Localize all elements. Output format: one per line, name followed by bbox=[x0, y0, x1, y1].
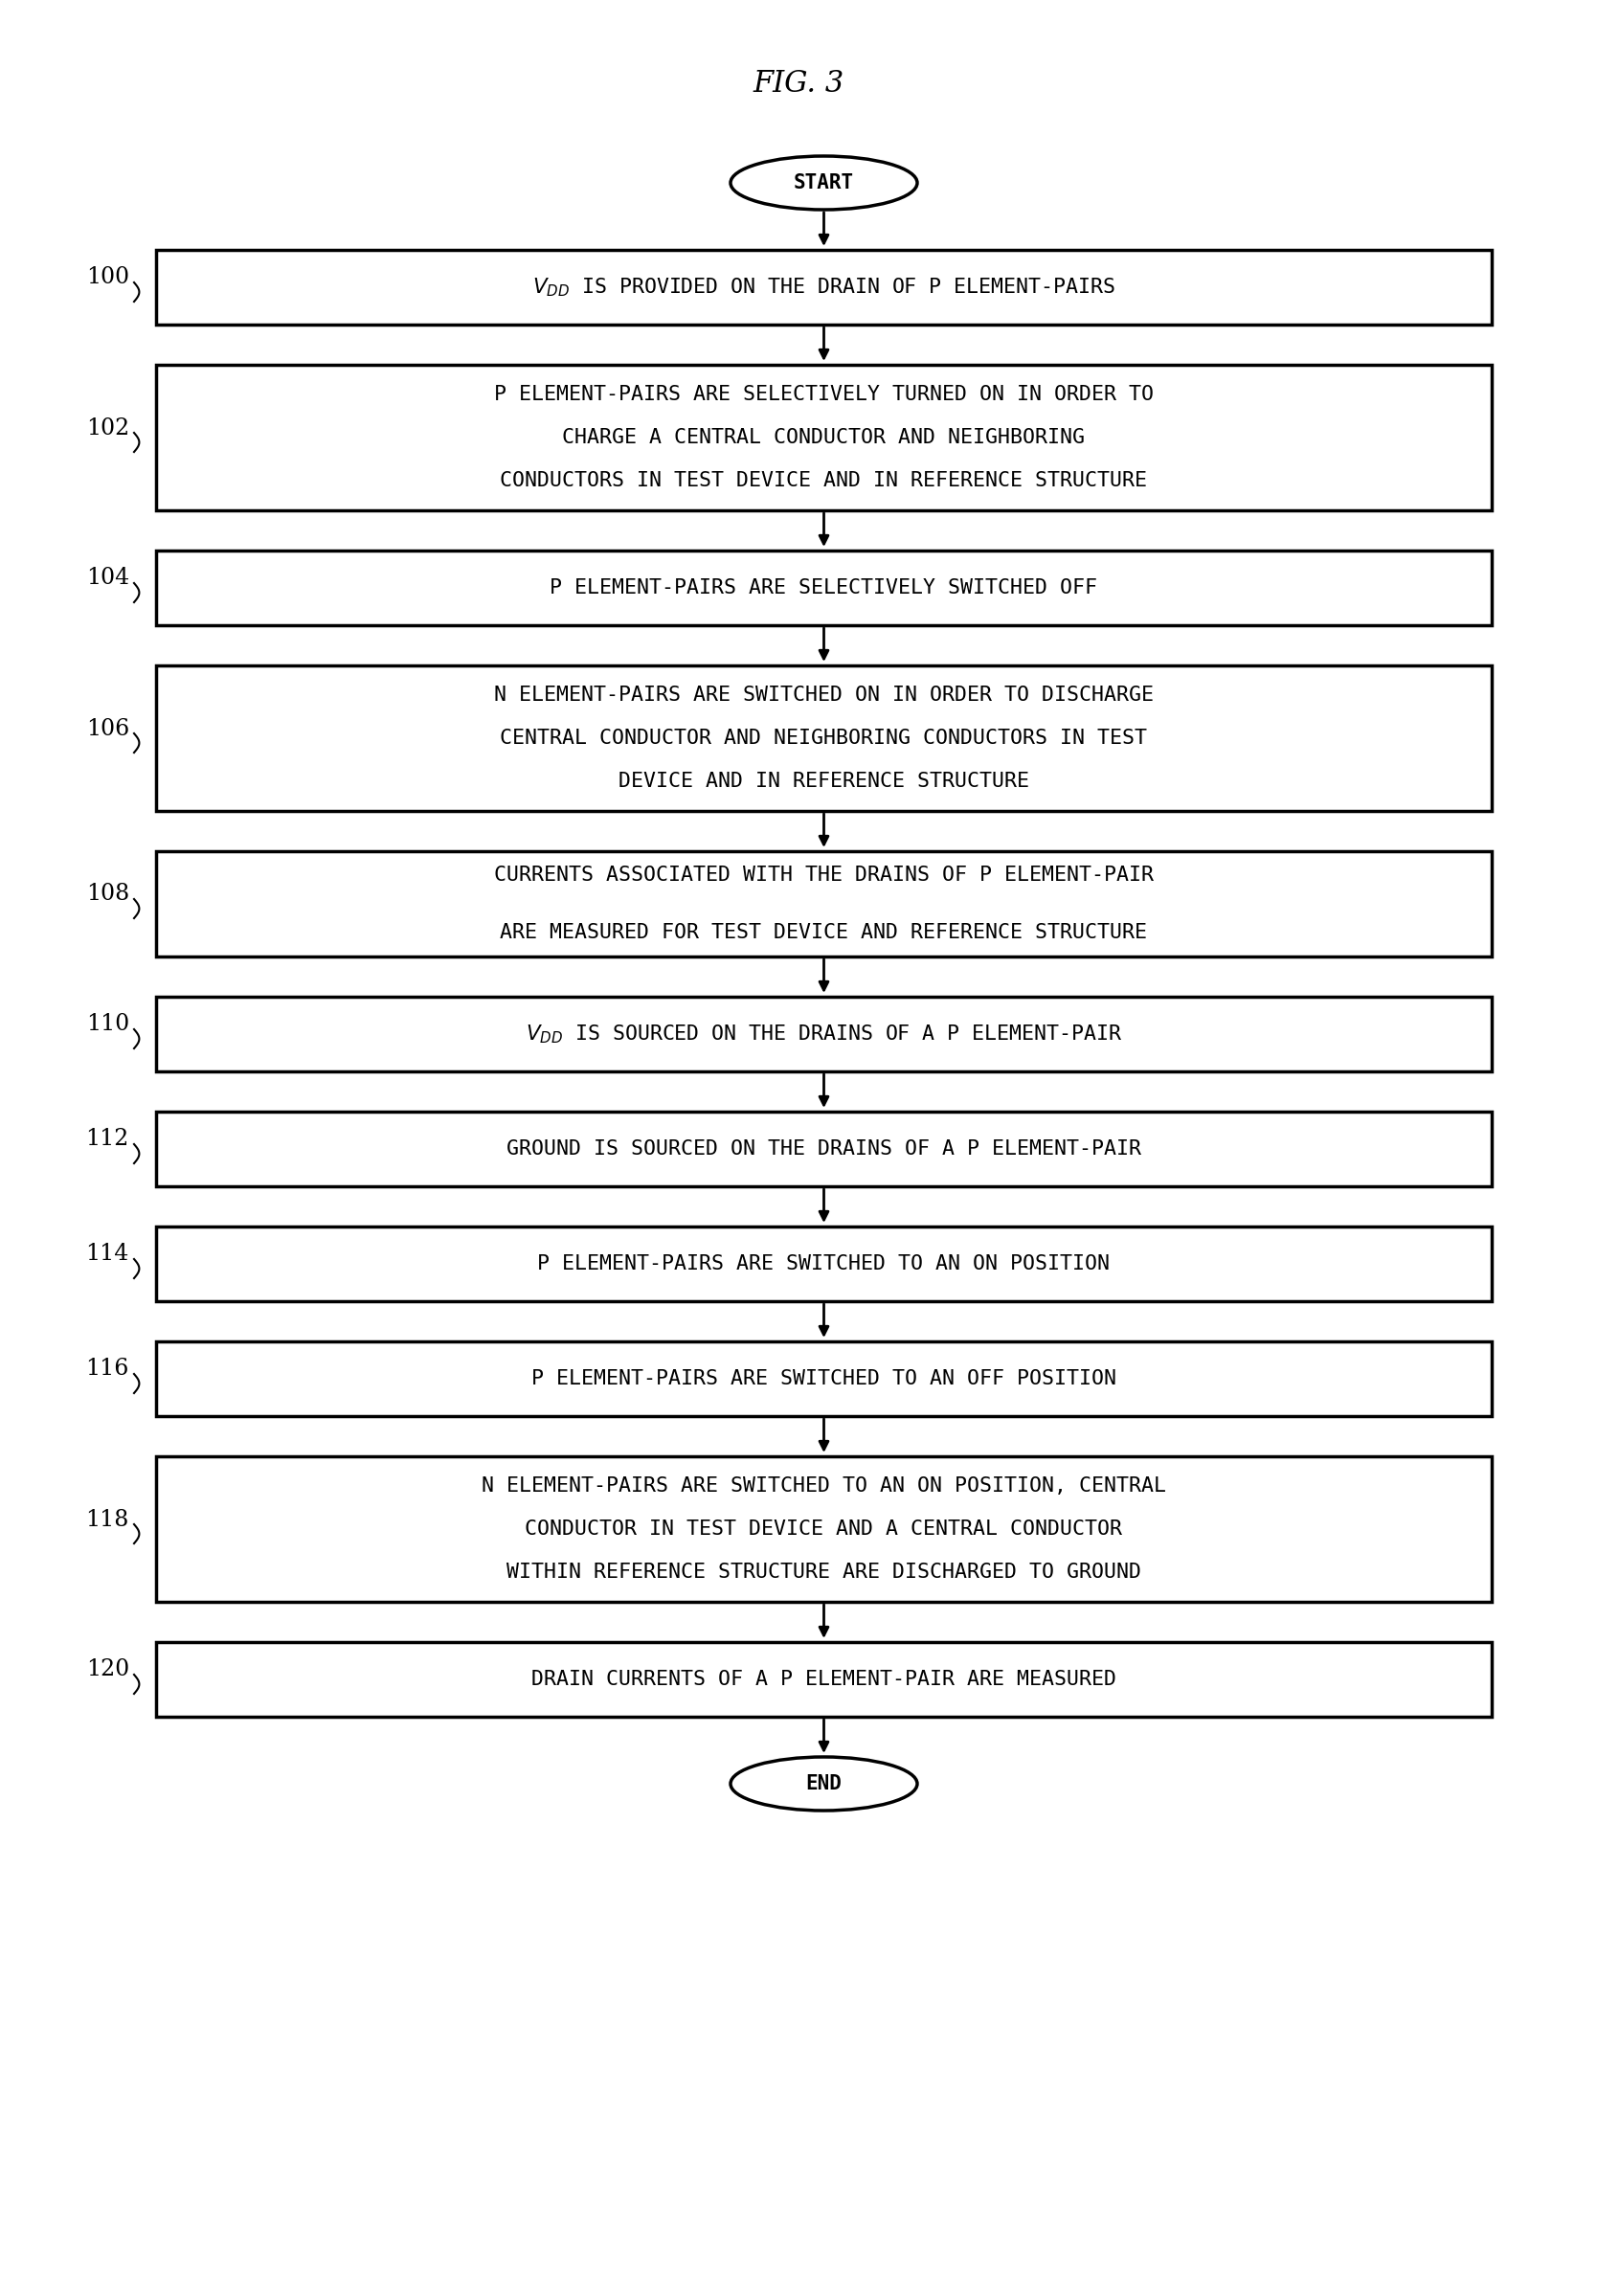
Text: N ELEMENT-PAIRS ARE SWITCHED TO AN ON POSITION, CENTRAL: N ELEMENT-PAIRS ARE SWITCHED TO AN ON PO… bbox=[482, 1476, 1166, 1495]
Ellipse shape bbox=[730, 156, 917, 209]
Text: END: END bbox=[806, 1775, 842, 1793]
Text: ARE MEASURED FOR TEST DEVICE AND REFERENCE STRUCTURE: ARE MEASURED FOR TEST DEVICE AND REFEREN… bbox=[500, 923, 1148, 941]
Text: 120: 120 bbox=[86, 1658, 129, 1681]
Text: FIG. 3: FIG. 3 bbox=[752, 69, 845, 99]
Text: P ELEMENT-PAIRS ARE SWITCHED TO AN OFF POSITION: P ELEMENT-PAIRS ARE SWITCHED TO AN OFF P… bbox=[532, 1368, 1116, 1389]
Text: CHARGE A CENTRAL CONDUCTOR AND NEIGHBORING: CHARGE A CENTRAL CONDUCTOR AND NEIGHBORI… bbox=[562, 427, 1086, 448]
FancyBboxPatch shape bbox=[157, 250, 1492, 324]
Text: 110: 110 bbox=[86, 1013, 129, 1035]
Text: P ELEMENT-PAIRS ARE SELECTIVELY TURNED ON IN ORDER TO: P ELEMENT-PAIRS ARE SELECTIVELY TURNED O… bbox=[493, 386, 1153, 404]
Text: $V_{DD}$ IS PROVIDED ON THE DRAIN OF P ELEMENT-PAIRS: $V_{DD}$ IS PROVIDED ON THE DRAIN OF P E… bbox=[532, 276, 1115, 298]
Text: $V_{DD}$ IS SOURCED ON THE DRAINS OF A P ELEMENT-PAIR: $V_{DD}$ IS SOURCED ON THE DRAINS OF A P… bbox=[525, 1022, 1123, 1045]
Text: 118: 118 bbox=[86, 1508, 129, 1531]
Text: 116: 116 bbox=[86, 1359, 129, 1380]
Text: P ELEMENT-PAIRS ARE SWITCHED TO AN ON POSITION: P ELEMENT-PAIRS ARE SWITCHED TO AN ON PO… bbox=[538, 1254, 1110, 1274]
Text: WITHIN REFERENCE STRUCTURE ARE DISCHARGED TO GROUND: WITHIN REFERENCE STRUCTURE ARE DISCHARGE… bbox=[506, 1564, 1142, 1582]
FancyBboxPatch shape bbox=[157, 1226, 1492, 1302]
Text: 114: 114 bbox=[86, 1242, 129, 1265]
FancyBboxPatch shape bbox=[157, 1456, 1492, 1603]
Text: 106: 106 bbox=[86, 719, 129, 739]
FancyBboxPatch shape bbox=[157, 852, 1492, 957]
Text: DRAIN CURRENTS OF A P ELEMENT-PAIR ARE MEASURED: DRAIN CURRENTS OF A P ELEMENT-PAIR ARE M… bbox=[532, 1669, 1116, 1690]
Text: P ELEMENT-PAIRS ARE SELECTIVELY SWITCHED OFF: P ELEMENT-PAIRS ARE SELECTIVELY SWITCHED… bbox=[549, 579, 1097, 597]
FancyBboxPatch shape bbox=[157, 1642, 1492, 1717]
FancyBboxPatch shape bbox=[157, 666, 1492, 810]
Text: 102: 102 bbox=[86, 418, 129, 439]
FancyBboxPatch shape bbox=[157, 365, 1492, 510]
Text: CONDUCTOR IN TEST DEVICE AND A CENTRAL CONDUCTOR: CONDUCTOR IN TEST DEVICE AND A CENTRAL C… bbox=[525, 1520, 1123, 1538]
Ellipse shape bbox=[730, 1756, 917, 1812]
FancyBboxPatch shape bbox=[157, 1111, 1492, 1187]
Text: 112: 112 bbox=[86, 1127, 129, 1150]
FancyBboxPatch shape bbox=[157, 1341, 1492, 1417]
Text: CENTRAL CONDUCTOR AND NEIGHBORING CONDUCTORS IN TEST: CENTRAL CONDUCTOR AND NEIGHBORING CONDUC… bbox=[500, 728, 1148, 748]
Text: GROUND IS SOURCED ON THE DRAINS OF A P ELEMENT-PAIR: GROUND IS SOURCED ON THE DRAINS OF A P E… bbox=[506, 1139, 1142, 1159]
Text: CURRENTS ASSOCIATED WITH THE DRAINS OF P ELEMENT-PAIR: CURRENTS ASSOCIATED WITH THE DRAINS OF P… bbox=[493, 866, 1153, 884]
Text: START: START bbox=[794, 172, 854, 193]
Text: 108: 108 bbox=[86, 884, 129, 905]
Text: N ELEMENT-PAIRS ARE SWITCHED ON IN ORDER TO DISCHARGE: N ELEMENT-PAIRS ARE SWITCHED ON IN ORDER… bbox=[493, 687, 1153, 705]
FancyBboxPatch shape bbox=[157, 996, 1492, 1072]
Text: DEVICE AND IN REFERENCE STRUCTURE: DEVICE AND IN REFERENCE STRUCTURE bbox=[618, 771, 1028, 790]
Text: 100: 100 bbox=[86, 266, 129, 289]
FancyBboxPatch shape bbox=[157, 551, 1492, 625]
Text: 104: 104 bbox=[86, 567, 129, 590]
Text: CONDUCTORS IN TEST DEVICE AND IN REFERENCE STRUCTURE: CONDUCTORS IN TEST DEVICE AND IN REFEREN… bbox=[500, 471, 1148, 489]
